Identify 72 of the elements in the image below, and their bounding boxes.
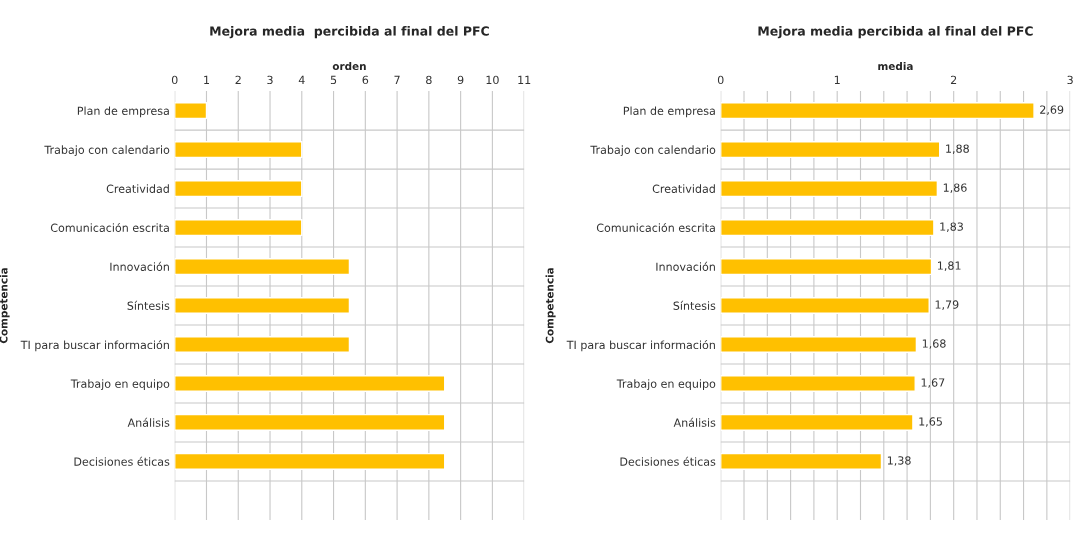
bar bbox=[174, 336, 351, 353]
x-axis-title: media bbox=[878, 62, 913, 71]
chart-title: Mejora media percibida al final del PFC bbox=[210, 26, 489, 39]
bar bbox=[174, 258, 351, 276]
data-label: 1,67 bbox=[921, 378, 945, 388]
x-tick-label: 11 bbox=[518, 75, 531, 84]
x-tick-label: 1 bbox=[834, 75, 840, 84]
x-tick-label: 5 bbox=[330, 75, 337, 85]
data-label: 1,88 bbox=[946, 144, 969, 154]
y-tick-label: Trabajo con calendario bbox=[590, 145, 716, 157]
data-label: 1,81 bbox=[938, 261, 961, 271]
bar bbox=[720, 413, 914, 431]
y-tick-label: Trabajo en equipo bbox=[616, 379, 716, 391]
x-tick-label: 3 bbox=[1067, 75, 1073, 85]
bar bbox=[174, 219, 303, 237]
x-tick-label: 4 bbox=[298, 75, 305, 84]
y-tick-label: Comunicación escrita bbox=[596, 222, 715, 232]
bar bbox=[174, 413, 446, 431]
bar bbox=[720, 297, 930, 315]
bar bbox=[720, 336, 918, 353]
bar bbox=[174, 180, 303, 198]
x-tick-label: 8 bbox=[426, 75, 432, 85]
x-tick-label: 0 bbox=[171, 75, 178, 85]
bar bbox=[720, 141, 941, 159]
y-tick-label: Comunicación escrita bbox=[50, 222, 169, 232]
bar bbox=[174, 102, 208, 120]
x-tick-label: 2 bbox=[950, 75, 957, 84]
data-label: 1,38 bbox=[887, 456, 911, 466]
y-tick-label: Síntesis bbox=[127, 300, 170, 310]
bar bbox=[174, 297, 351, 315]
bar bbox=[720, 102, 1035, 120]
y-tick-label: Análisis bbox=[127, 417, 170, 427]
data-label: 1,86 bbox=[943, 183, 967, 193]
bar bbox=[174, 374, 446, 392]
y-axis-title: Competencia bbox=[545, 268, 556, 344]
y-tick-label: TI para buscar información bbox=[566, 340, 715, 352]
y-tick-label: Creatividad bbox=[652, 184, 715, 193]
x-tick-label: 6 bbox=[362, 75, 369, 85]
x-tick-label: 7 bbox=[394, 75, 400, 84]
bar bbox=[174, 452, 446, 470]
data-label: 1,68 bbox=[922, 339, 946, 349]
y-tick-label: Trabajo en equipo bbox=[70, 379, 170, 391]
y-tick-label: Plan de empresa bbox=[77, 106, 169, 118]
data-label: 1,83 bbox=[940, 222, 963, 232]
bar bbox=[720, 374, 916, 392]
bar bbox=[720, 219, 935, 237]
y-tick-label: Síntesis bbox=[673, 300, 716, 310]
y-tick-label: Decisiones éticas bbox=[74, 456, 170, 466]
x-tick-label: 10 bbox=[486, 75, 499, 85]
y-tick-label: TI para buscar información bbox=[20, 340, 169, 352]
y-tick-label: Creatividad bbox=[106, 184, 169, 193]
data-label: 2,69 bbox=[1040, 105, 1064, 115]
x-tick-label: 0 bbox=[717, 75, 724, 85]
bar bbox=[720, 180, 939, 198]
bar bbox=[720, 452, 883, 470]
y-tick-label: Análisis bbox=[673, 417, 716, 427]
y-tick-label: Decisiones éticas bbox=[620, 456, 716, 466]
y-tick-label: Plan de empresa bbox=[623, 106, 715, 118]
bar bbox=[174, 141, 303, 159]
data-label: 1,65 bbox=[919, 417, 942, 427]
x-tick-label: 2 bbox=[235, 75, 241, 84]
y-axis-title: Competencia bbox=[0, 268, 10, 344]
x-tick-label: 9 bbox=[457, 75, 464, 85]
x-tick-label: 1 bbox=[204, 75, 209, 84]
y-tick-label: Innovación bbox=[110, 261, 169, 271]
x-tick-label: 3 bbox=[267, 75, 273, 85]
chart-title: Mejora media percibida al final del PFC bbox=[758, 26, 1033, 39]
x-axis-title: orden bbox=[332, 62, 366, 71]
data-label: 1,79 bbox=[935, 300, 959, 310]
y-tick-label: Trabajo con calendario bbox=[44, 145, 170, 157]
y-tick-label: Innovación bbox=[656, 261, 715, 271]
bar bbox=[720, 258, 933, 276]
